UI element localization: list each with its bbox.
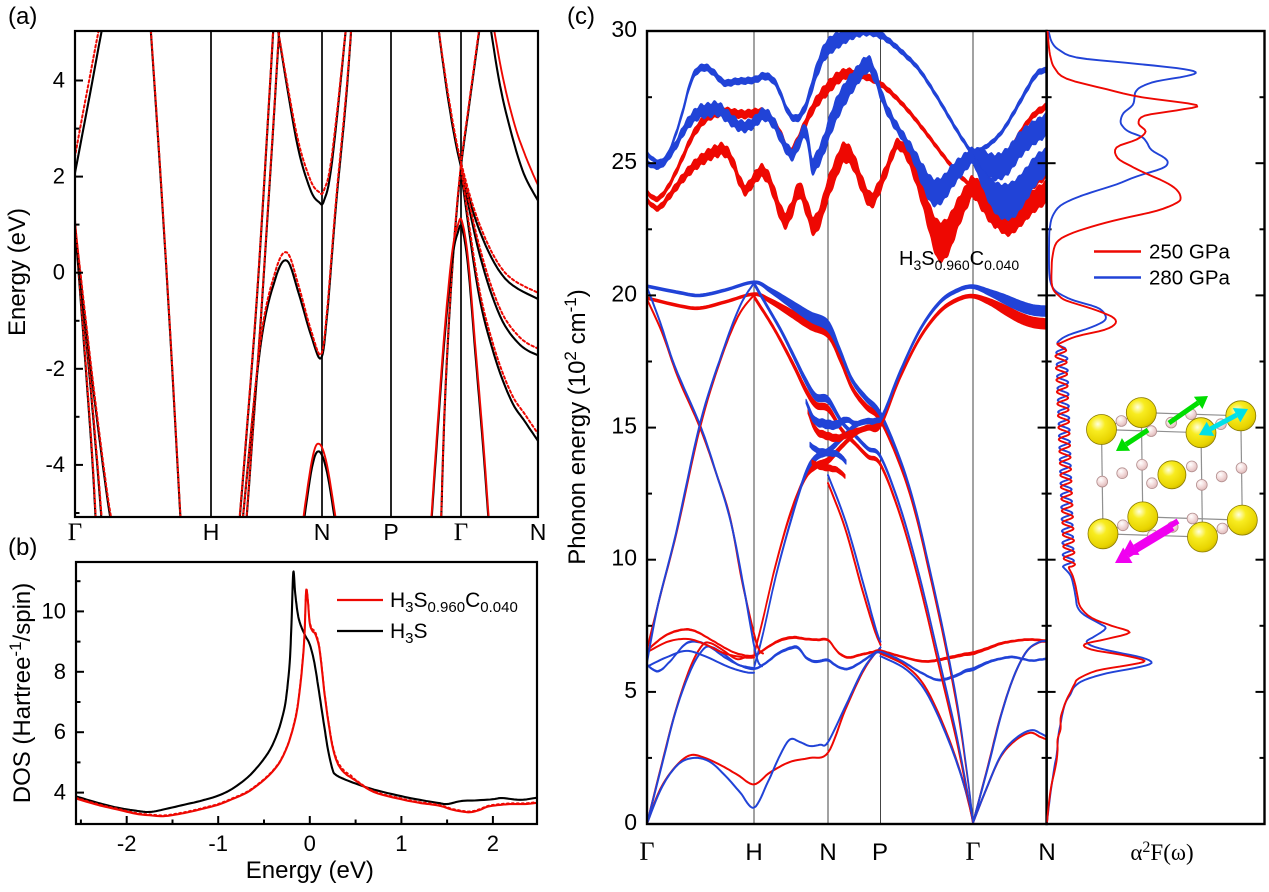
svg-text:Γ: Γ <box>965 837 980 866</box>
svg-text:Γ: Γ <box>68 519 82 546</box>
svg-text:(c): (c) <box>567 3 595 30</box>
svg-text:4: 4 <box>53 68 65 93</box>
svg-text:6: 6 <box>54 719 66 744</box>
svg-text:-1: -1 <box>208 831 228 856</box>
svg-text:25: 25 <box>611 148 637 174</box>
svg-text:N: N <box>1038 839 1055 866</box>
svg-text:0: 0 <box>304 831 316 856</box>
svg-text:H: H <box>745 839 762 866</box>
svg-text:(a): (a) <box>8 3 37 30</box>
svg-text:4: 4 <box>54 780 66 805</box>
svg-text:DOS (Hartree-1/spin): DOS (Hartree-1/spin) <box>6 583 36 804</box>
svg-text:Phonon energy (102 cm-1): Phonon energy (102 cm-1) <box>561 289 591 564</box>
svg-text:10: 10 <box>42 598 66 623</box>
svg-text:10: 10 <box>611 545 637 571</box>
svg-text:1: 1 <box>395 831 407 856</box>
svg-text:0: 0 <box>53 260 65 285</box>
svg-text:Γ: Γ <box>639 837 654 866</box>
svg-text:-4: -4 <box>45 452 65 477</box>
svg-text:8: 8 <box>54 659 66 684</box>
svg-text:2: 2 <box>487 831 499 856</box>
svg-text:N: N <box>314 519 331 545</box>
svg-text:N: N <box>819 839 836 866</box>
svg-text:5: 5 <box>624 677 637 703</box>
svg-text:(b): (b) <box>8 534 37 561</box>
svg-text:P: P <box>872 839 888 866</box>
svg-text:P: P <box>383 519 398 545</box>
svg-text:250 GPa: 250 GPa <box>1149 241 1231 264</box>
svg-text:15: 15 <box>611 413 637 439</box>
svg-text:α2F(ω): α2F(ω) <box>1130 839 1193 865</box>
svg-text:Energy (eV): Energy (eV) <box>246 857 374 884</box>
svg-text:-2: -2 <box>117 831 137 856</box>
svg-text:20: 20 <box>611 280 637 306</box>
svg-text:280 GPa: 280 GPa <box>1149 267 1231 290</box>
svg-text:Energy (eV): Energy (eV) <box>4 208 31 336</box>
svg-text:N: N <box>530 519 547 545</box>
svg-text:0: 0 <box>624 809 637 835</box>
svg-text:30: 30 <box>611 16 637 42</box>
svg-text:Γ: Γ <box>454 519 468 546</box>
svg-text:2: 2 <box>53 164 65 189</box>
svg-text:-2: -2 <box>45 356 65 381</box>
svg-text:H: H <box>203 519 220 545</box>
